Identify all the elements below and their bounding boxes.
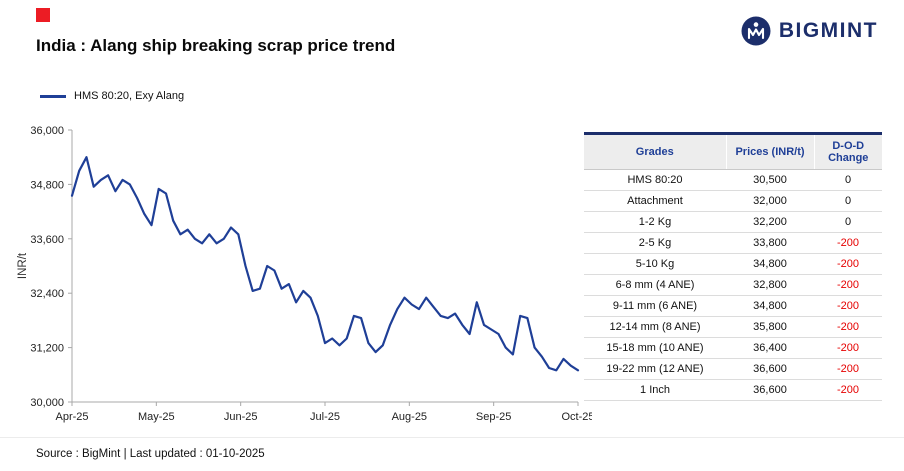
price-cell: 32,800: [726, 274, 814, 296]
change-cell: -200: [814, 358, 882, 380]
grade-cell: 6-8 mm (4 ANE): [584, 274, 726, 296]
change-cell: 0: [814, 190, 882, 212]
column-header-grades: Grades: [584, 132, 726, 170]
svg-text:33,600: 33,600: [30, 234, 64, 246]
price-cell: 33,800: [726, 232, 814, 254]
svg-text:Jul-25: Jul-25: [310, 411, 340, 423]
price-cell: 32,000: [726, 190, 814, 212]
table-row: 5-10 Kg 34,800 -200: [584, 253, 882, 275]
price-cell: 30,500: [726, 169, 814, 191]
grade-cell: 12-14 mm (8 ANE): [584, 316, 726, 338]
grade-cell: 5-10 Kg: [584, 253, 726, 275]
change-cell: -200: [814, 274, 882, 296]
grade-cell: 15-18 mm (10 ANE): [584, 337, 726, 359]
table-row: 9-11 mm (6 ANE) 34,800 -200: [584, 295, 882, 317]
table-row: 1 Inch 36,600 -200: [584, 379, 882, 401]
grade-cell: HMS 80:20: [584, 169, 726, 191]
table-header-row: Grades Prices (INR/t) D-O-D Change: [584, 132, 882, 170]
change-cell: -200: [814, 337, 882, 359]
price-cell: 32,200: [726, 211, 814, 233]
svg-text:34,800: 34,800: [30, 179, 64, 191]
svg-text:Oct-25: Oct-25: [561, 411, 592, 423]
price-cell: 36,400: [726, 337, 814, 359]
grade-cell: 1-2 Kg: [584, 211, 726, 233]
chart-area: 30,000 31,200 32,400 33,600 34,800 36,000 Apr-…: [12, 118, 595, 435]
source-note: Source : BigMint | Last updated : 01-10-…: [36, 448, 265, 460]
legend-line-swatch: [40, 94, 66, 98]
change-cell: 0: [814, 211, 882, 233]
svg-text:Aug-25: Aug-25: [392, 411, 427, 423]
svg-text:INR/t: INR/t: [17, 252, 29, 279]
change-cell: -200: [814, 232, 882, 254]
bigmint-logo-icon: [741, 16, 771, 46]
price-trend-chart: 30,000 31,200 32,400 33,600 34,800 36,000 Apr-…: [17, 125, 595, 423]
svg-text:31,200: 31,200: [30, 343, 64, 355]
change-cell: -200: [814, 295, 882, 317]
footer-divider: [0, 437, 904, 438]
table-row: HMS 80:20 30,500 0: [584, 169, 882, 191]
column-header-prices: Prices (INR/t): [725, 132, 814, 170]
change-cell: -200: [814, 253, 882, 275]
svg-text:Sep-25: Sep-25: [476, 411, 511, 423]
legend-label: HMS 80:20, Exy Alang: [74, 90, 185, 102]
price-cell: 36,600: [726, 379, 814, 401]
table-row: 19-22 mm (12 ANE) 36,600 -200: [584, 358, 882, 380]
svg-text:30,000: 30,000: [30, 397, 64, 409]
svg-text:32,400: 32,400: [30, 288, 64, 300]
grade-cell: 1 Inch: [584, 379, 726, 401]
grades-table: Grades Prices (INR/t) D-O-D Change HMS 8…: [584, 132, 882, 401]
change-cell: -200: [814, 316, 882, 338]
red-corner-marker: [36, 8, 50, 22]
change-cell: -200: [814, 379, 882, 401]
price-cell: 35,800: [726, 316, 814, 338]
grade-cell: 2-5 Kg: [584, 232, 726, 254]
table-row: 2-5 Kg 33,800 -200: [584, 232, 882, 254]
grade-cell: 19-22 mm (12 ANE): [584, 358, 726, 380]
svg-text:36,000: 36,000: [30, 125, 64, 137]
table-row: 1-2 Kg 32,200 0: [584, 211, 882, 233]
grades-table-container: Grades Prices (INR/t) D-O-D Change HMS 8…: [584, 132, 882, 401]
price-cell: 34,800: [726, 295, 814, 317]
brand-logo: BIGMINT: [741, 16, 878, 46]
grade-cell: 9-11 mm (6 ANE): [584, 295, 726, 317]
table-row: 6-8 mm (4 ANE) 32,800 -200: [584, 274, 882, 296]
price-cell: 34,800: [726, 253, 814, 275]
table-row: Attachment 32,000 0: [584, 190, 882, 212]
svg-text:Jun-25: Jun-25: [224, 411, 258, 423]
price-cell: 36,600: [726, 358, 814, 380]
grade-cell: Attachment: [584, 190, 726, 212]
change-cell: 0: [814, 169, 882, 191]
brand-name: BIGMINT: [778, 19, 878, 42]
svg-text:Apr-25: Apr-25: [55, 411, 88, 423]
table-row: 15-18 mm (10 ANE) 36,400 -200: [584, 337, 882, 359]
table-row: 12-14 mm (8 ANE) 35,800 -200: [584, 316, 882, 338]
chart-legend: HMS 80:20, Exy Alang: [40, 90, 184, 102]
page-title: India : Alang ship breaking scrap price …: [36, 36, 396, 55]
column-header-change: D-O-D Change: [813, 132, 882, 170]
svg-text:May-25: May-25: [138, 411, 175, 423]
